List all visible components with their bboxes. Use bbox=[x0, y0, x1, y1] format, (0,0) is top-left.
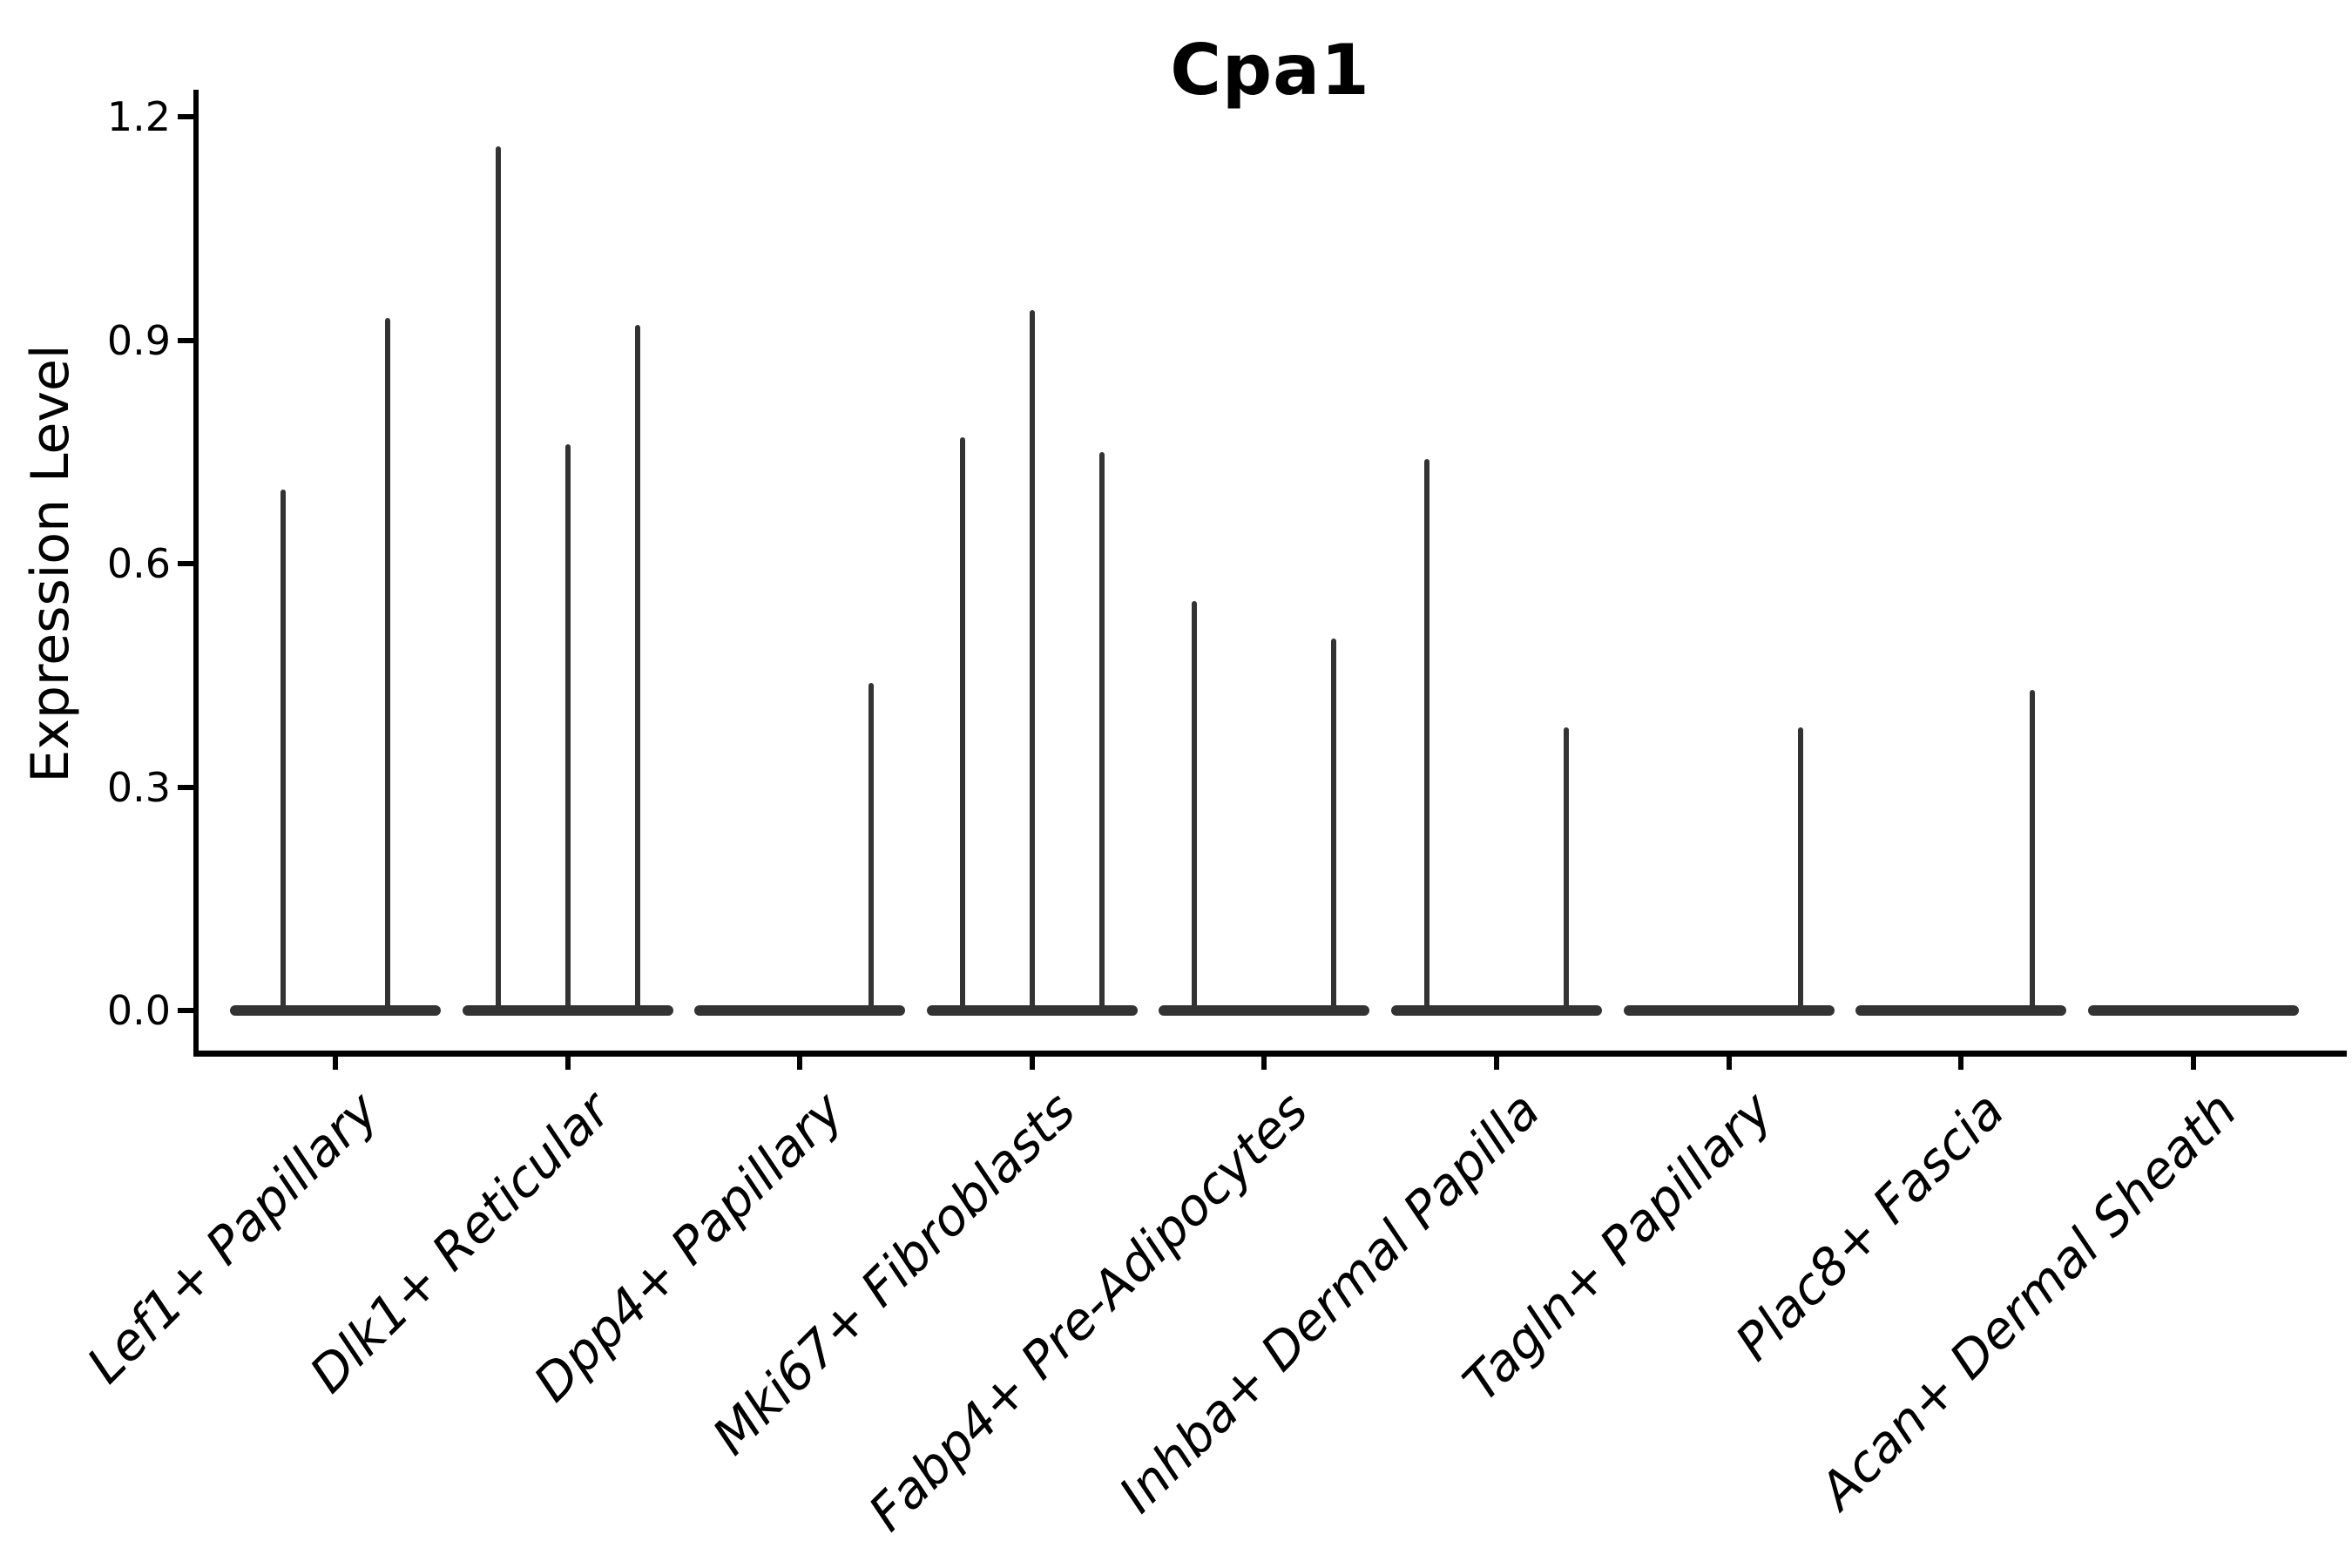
violin-max-spike bbox=[1331, 638, 1337, 1009]
violin-max-spike bbox=[1424, 459, 1429, 1009]
x-tick-label: Acan+ Dermal Sheath bbox=[1808, 1080, 2248, 1521]
x-tick-mark bbox=[1726, 1057, 1732, 1070]
violin-max-spike bbox=[385, 317, 390, 1009]
violin-max-spike bbox=[495, 146, 501, 1009]
violin-max-spike bbox=[959, 436, 965, 1009]
x-tick-mark bbox=[1958, 1057, 1964, 1070]
y-tick-mark bbox=[178, 337, 197, 343]
x-tick-mark bbox=[333, 1057, 338, 1070]
violin-max-spike bbox=[1192, 600, 1198, 1009]
violin-max-spike bbox=[1098, 451, 1105, 1009]
violin-body bbox=[230, 1005, 441, 1016]
y-tick-mark bbox=[178, 784, 197, 790]
y-tick-mark bbox=[178, 561, 197, 566]
violin-body bbox=[1391, 1005, 1602, 1016]
violin-max-spike bbox=[2030, 690, 2036, 1009]
violin-max-spike bbox=[868, 682, 875, 1009]
chart-title: Cpa1 bbox=[1170, 30, 1370, 111]
x-tick-mark bbox=[1029, 1057, 1035, 1070]
violin-body bbox=[694, 1005, 906, 1016]
x-tick-mark bbox=[797, 1057, 803, 1070]
x-tick-mark bbox=[1261, 1057, 1267, 1070]
violin-body bbox=[1623, 1005, 1835, 1016]
violin-body bbox=[926, 1005, 1138, 1016]
y-tick-label: 0.3 bbox=[106, 763, 171, 811]
x-tick-mark bbox=[564, 1057, 571, 1070]
y-tick-mark bbox=[178, 1008, 197, 1013]
violin-max-spike bbox=[280, 489, 286, 1009]
y-tick-label: 1.2 bbox=[106, 93, 171, 140]
y-axis-spine bbox=[193, 90, 199, 1057]
violin-max-spike bbox=[1797, 727, 1803, 1009]
violin-body bbox=[2087, 1005, 2299, 1016]
y-tick-label: 0.9 bbox=[106, 316, 171, 364]
y-tick-label: 0.0 bbox=[106, 987, 171, 1034]
violin-max-spike bbox=[634, 325, 640, 1009]
y-tick-mark bbox=[178, 114, 197, 119]
x-tick-label: Inhba+ Dermal Papilla bbox=[1107, 1080, 1551, 1524]
violin-body bbox=[1855, 1005, 2067, 1016]
violin-max-spike bbox=[1564, 727, 1569, 1009]
x-tick-label: Fabp4+ Pre-Adipocytes bbox=[856, 1080, 1319, 1543]
x-axis-spine bbox=[193, 1051, 2347, 1057]
y-tick-label: 0.6 bbox=[106, 540, 171, 587]
violin-max-spike bbox=[1029, 310, 1035, 1009]
violin-max-spike bbox=[564, 444, 571, 1009]
violin-body bbox=[1159, 1005, 1370, 1016]
x-tick-mark bbox=[2190, 1057, 2196, 1070]
x-tick-mark bbox=[1494, 1057, 1499, 1070]
violin-body bbox=[462, 1005, 673, 1016]
